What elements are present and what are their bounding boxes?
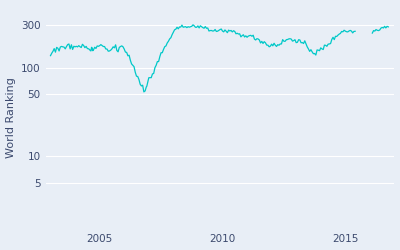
Y-axis label: World Ranking: World Ranking [6, 77, 16, 158]
